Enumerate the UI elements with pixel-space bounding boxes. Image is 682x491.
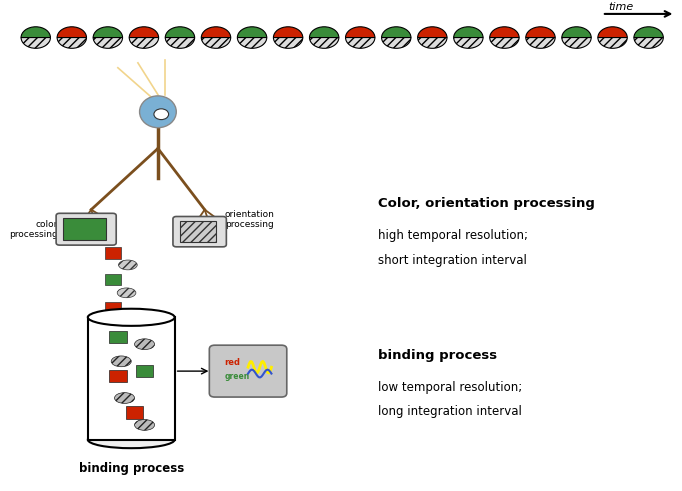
Wedge shape	[562, 27, 591, 37]
Ellipse shape	[140, 96, 176, 128]
Bar	[105, 247, 121, 259]
Bar	[179, 221, 216, 242]
Wedge shape	[201, 27, 231, 37]
Wedge shape	[273, 27, 303, 37]
Wedge shape	[237, 27, 267, 37]
Text: time: time	[608, 2, 634, 12]
Text: short integration interval: short integration interval	[379, 254, 527, 267]
Text: binding process: binding process	[78, 462, 184, 475]
Wedge shape	[346, 37, 375, 48]
Wedge shape	[598, 37, 627, 48]
Bar	[63, 218, 106, 240]
Bar	[109, 370, 127, 382]
Wedge shape	[93, 27, 123, 37]
Wedge shape	[310, 27, 339, 37]
FancyBboxPatch shape	[173, 217, 226, 247]
Bar	[105, 274, 121, 285]
Wedge shape	[93, 37, 123, 48]
Ellipse shape	[115, 393, 134, 404]
Bar	[109, 330, 127, 343]
Wedge shape	[598, 27, 627, 37]
Wedge shape	[634, 37, 664, 48]
Wedge shape	[526, 37, 555, 48]
Text: long integration interval: long integration interval	[379, 406, 522, 418]
Text: orientation
processing: orientation processing	[224, 210, 275, 229]
Wedge shape	[21, 27, 50, 37]
FancyBboxPatch shape	[56, 213, 116, 245]
Wedge shape	[57, 37, 87, 48]
Wedge shape	[273, 37, 303, 48]
Ellipse shape	[134, 420, 155, 430]
Bar	[126, 407, 143, 419]
Wedge shape	[490, 27, 519, 37]
Bar	[88, 317, 175, 439]
Ellipse shape	[119, 260, 137, 270]
Wedge shape	[490, 37, 519, 48]
Text: red: red	[224, 358, 241, 367]
Text: green: green	[224, 372, 250, 381]
Wedge shape	[57, 27, 87, 37]
Ellipse shape	[117, 288, 136, 298]
Wedge shape	[381, 27, 411, 37]
Wedge shape	[454, 27, 483, 37]
Wedge shape	[381, 37, 411, 48]
Ellipse shape	[134, 339, 155, 350]
Bar	[105, 301, 121, 313]
Wedge shape	[454, 37, 483, 48]
Ellipse shape	[88, 309, 175, 326]
Wedge shape	[562, 37, 591, 48]
FancyBboxPatch shape	[209, 345, 286, 397]
Wedge shape	[21, 37, 50, 48]
Wedge shape	[201, 37, 231, 48]
Wedge shape	[346, 27, 375, 37]
Ellipse shape	[154, 109, 168, 120]
Wedge shape	[634, 27, 664, 37]
Wedge shape	[417, 27, 447, 37]
Wedge shape	[129, 37, 159, 48]
Text: high temporal resolution;: high temporal resolution;	[379, 229, 529, 242]
Wedge shape	[310, 37, 339, 48]
Text: low temporal resolution;: low temporal resolution;	[379, 381, 522, 394]
Ellipse shape	[111, 356, 131, 367]
Ellipse shape	[88, 431, 175, 448]
Text: Color, orientation processing: Color, orientation processing	[379, 197, 595, 211]
Bar	[136, 365, 153, 378]
Wedge shape	[526, 27, 555, 37]
Text: color
processing: color processing	[9, 219, 58, 239]
Wedge shape	[129, 27, 159, 37]
Wedge shape	[237, 37, 267, 48]
Wedge shape	[165, 27, 194, 37]
Wedge shape	[165, 37, 194, 48]
Wedge shape	[417, 37, 447, 48]
Text: binding process: binding process	[379, 349, 497, 362]
